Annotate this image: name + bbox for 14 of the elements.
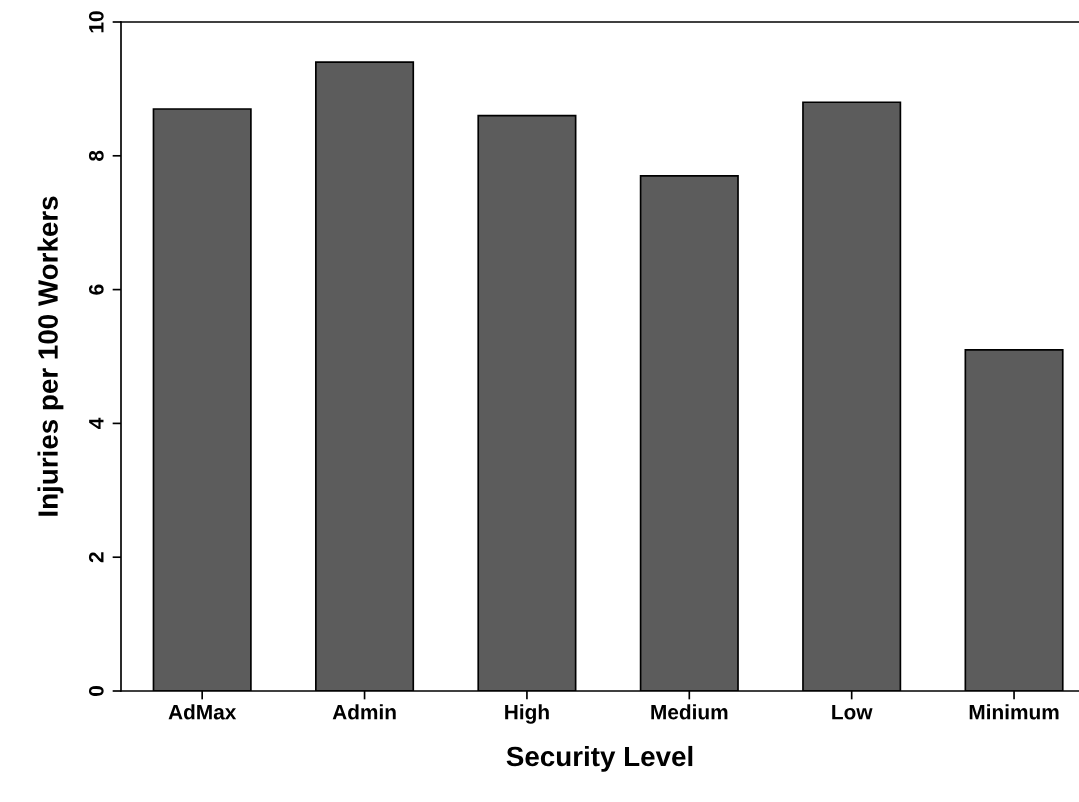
y-tick-label: 0 [88,686,104,696]
x-tick-label: Low [832,704,873,720]
x-tick-label: Admin [332,704,396,720]
y-tick-label: 10 [88,11,104,33]
x-tick-label: AdMax [168,704,237,720]
x-tick-label: Minimum [969,704,1059,720]
y-tick-label: 8 [88,150,104,161]
x-tick-label: High [505,704,549,724]
y-axis-title: Injuries per 100 Workers [37,196,64,516]
y-tick-label: 2 [88,552,104,563]
x-tick-label: Medium [651,704,728,720]
y-tick-label: 4 [89,417,104,429]
y-tick-label: 6 [88,284,104,295]
x-axis-title: Security Level [506,745,693,772]
